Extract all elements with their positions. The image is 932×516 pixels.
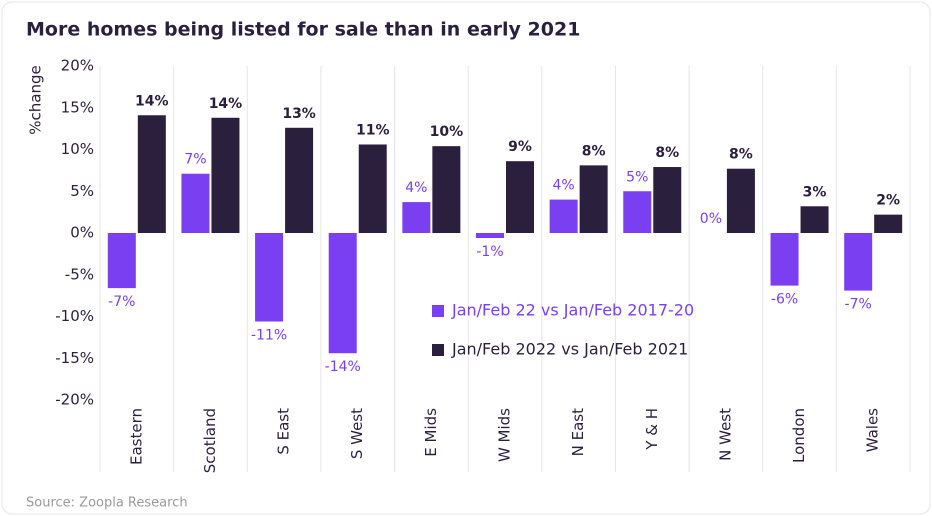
bar	[476, 233, 504, 239]
value-label: 7%	[184, 152, 206, 168]
value-label: 2%	[876, 193, 900, 209]
bar	[211, 117, 240, 233]
value-label: 13%	[282, 106, 316, 122]
bar	[770, 233, 799, 286]
legend-swatch	[432, 344, 444, 356]
legend-label: Jan/Feb 22 vs Jan/Feb 2017-20	[451, 301, 694, 320]
bar	[653, 167, 682, 233]
x-tick-label: N West	[716, 408, 734, 461]
bar	[800, 206, 829, 233]
y-tick-label: 0%	[70, 224, 94, 242]
bar	[137, 115, 166, 233]
value-label: 11%	[356, 122, 390, 138]
value-label: 4%	[553, 178, 575, 194]
x-tick-label: E Mids	[422, 408, 440, 457]
bar	[181, 173, 210, 233]
value-label: -7%	[108, 294, 135, 310]
legend-label: Jan/Feb 2022 vs Jan/Feb 2021	[451, 340, 688, 359]
y-tick-label: -15%	[55, 349, 94, 367]
bar	[432, 146, 461, 233]
source: Source: Zoopla Research	[26, 496, 188, 511]
y-tick-label: -5%	[65, 265, 94, 283]
bar	[549, 199, 578, 233]
y-tick-label: 20%	[61, 57, 94, 75]
value-label: 5%	[626, 169, 648, 185]
bar	[623, 191, 652, 233]
bar	[506, 161, 534, 233]
value-label: 14%	[135, 93, 169, 109]
value-label: -6%	[771, 292, 798, 308]
value-label: 0%	[700, 211, 722, 227]
x-tick-label: Scotland	[201, 408, 219, 473]
bar	[255, 233, 284, 322]
legend-swatch	[432, 305, 444, 317]
bar	[402, 202, 431, 233]
x-tick-label: London	[790, 408, 808, 463]
x-tick-label: S West	[348, 408, 366, 459]
x-tick-label: S East	[275, 408, 293, 455]
bar	[358, 144, 387, 233]
value-label: 8%	[729, 147, 753, 163]
y-tick-label: 10%	[61, 140, 94, 158]
y-tick-label: 15%	[61, 98, 94, 116]
bar	[844, 233, 873, 291]
x-tick-label: Wales	[864, 408, 882, 452]
chart-title: More homes being listed for sale than in…	[26, 19, 580, 41]
y-tick-label: -10%	[55, 307, 94, 325]
value-label: -1%	[476, 244, 503, 260]
x-tick-label: N East	[569, 408, 587, 456]
bar	[328, 233, 357, 354]
bar	[726, 168, 755, 233]
value-label: -11%	[251, 328, 287, 344]
value-label: 8%	[655, 145, 679, 161]
value-label: 10%	[430, 124, 464, 140]
x-tick-label: W Mids	[496, 408, 514, 462]
y-tick-label: -20%	[55, 391, 94, 409]
value-label: -14%	[325, 359, 361, 375]
x-tick-label: Eastern	[127, 408, 145, 465]
value-label: 3%	[803, 184, 827, 200]
value-label: 9%	[508, 139, 532, 155]
value-label: 14%	[209, 96, 243, 112]
y-axis-label: %change	[27, 65, 45, 134]
x-tick-label: Y & H	[643, 408, 661, 451]
value-label: -7%	[845, 297, 872, 313]
bar	[874, 214, 903, 233]
bar	[285, 127, 314, 233]
y-tick-label: 5%	[70, 182, 94, 200]
bar	[107, 233, 136, 289]
value-label: 8%	[582, 143, 606, 159]
value-label: 4%	[405, 180, 427, 196]
bar	[579, 165, 608, 233]
